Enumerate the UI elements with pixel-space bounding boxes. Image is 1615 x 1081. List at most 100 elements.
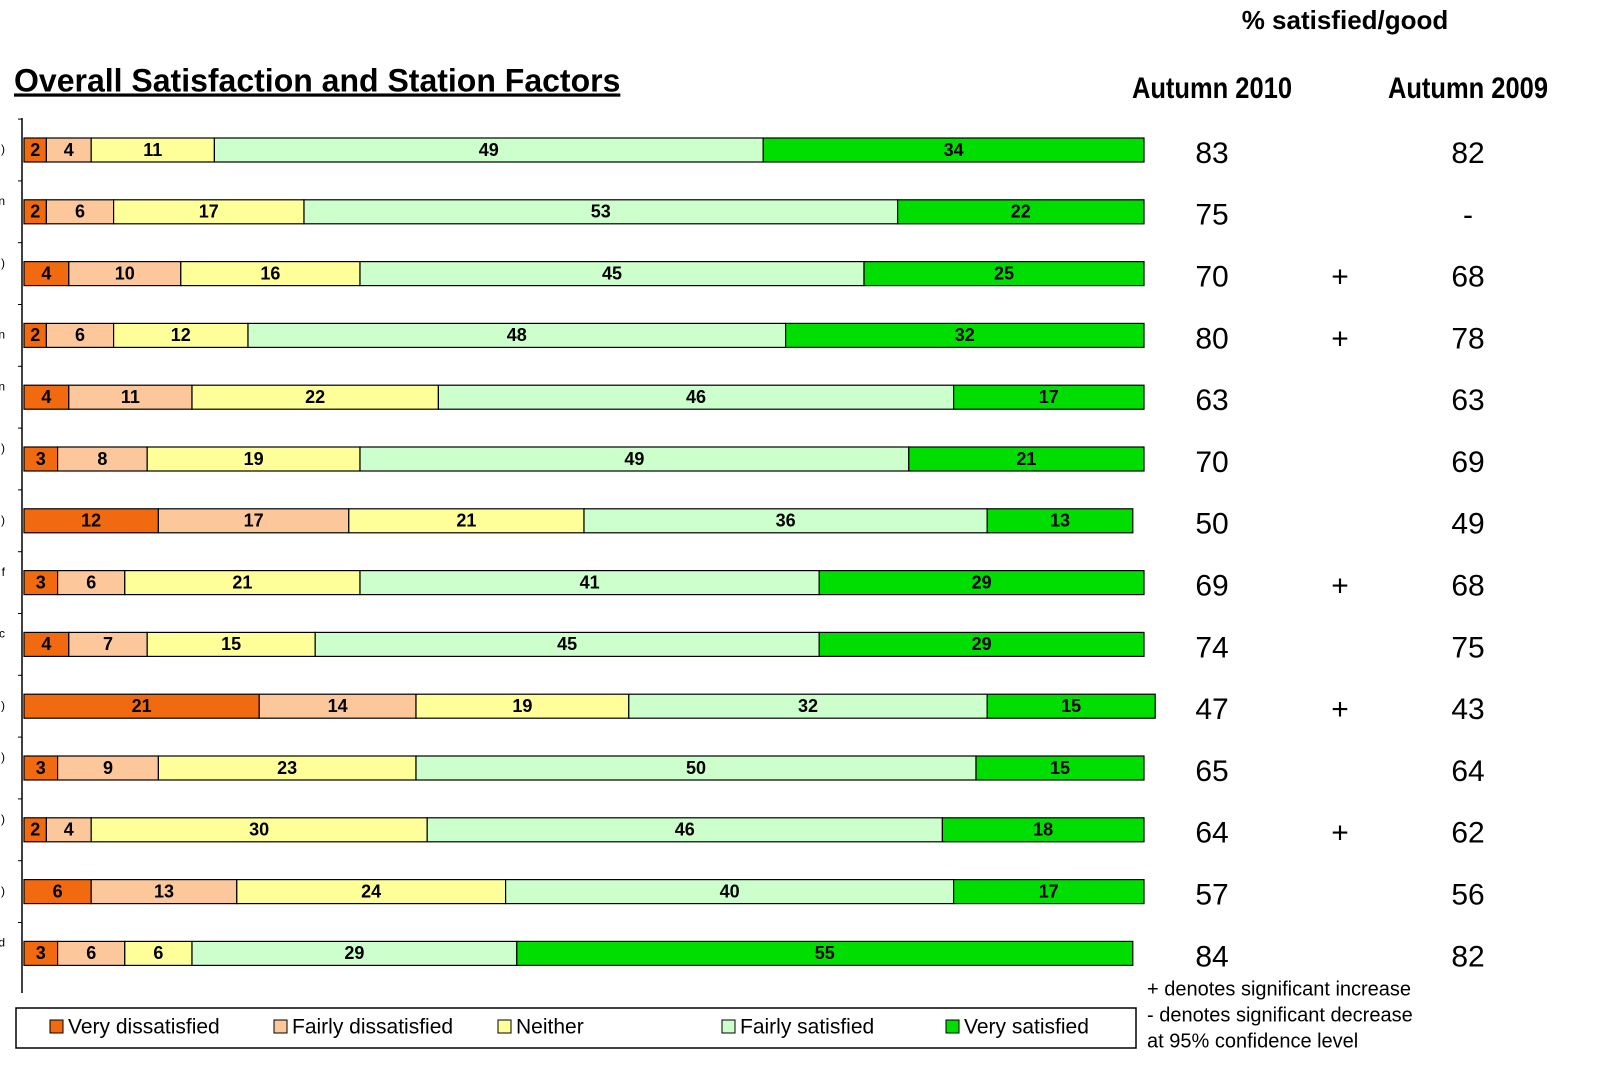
legend-swatch (49, 1019, 64, 1034)
data-label: 6 (86, 943, 96, 963)
data-label: 50 (686, 758, 706, 778)
bar-segment (23, 940, 59, 967)
data-label: 13 (154, 881, 174, 901)
y-tick-label: ) (1, 441, 5, 455)
bar-segment (112, 199, 305, 225)
y-tick-label: ) (1, 698, 5, 712)
data-label: 4 (41, 263, 51, 283)
bar-segment (23, 631, 70, 658)
table-cell: 74 (1195, 631, 1228, 664)
data-label: 17 (199, 202, 219, 222)
bar-segment (146, 446, 361, 472)
data-label: 19 (244, 449, 264, 469)
table-cell: 68 (1451, 261, 1484, 294)
bar-segment (863, 261, 1145, 287)
bar-segment (784, 322, 1145, 348)
data-label: 6 (86, 572, 96, 592)
data-label: 4 (41, 634, 51, 654)
data-label: 2 (30, 820, 40, 840)
data-label: 15 (1050, 758, 1070, 778)
table-cell: 68 (1451, 570, 1484, 603)
table-cell: 63 (1451, 384, 1484, 417)
table-cell: 49 (1451, 508, 1484, 541)
bar-segment (762, 137, 1145, 163)
significance-mark: + (1331, 261, 1349, 294)
y-tick-label: n (0, 379, 5, 393)
bar-segment (628, 693, 988, 719)
bar-segment (191, 384, 439, 410)
data-label: 46 (686, 387, 706, 407)
bar-segment (23, 261, 70, 287)
bar-segment (952, 878, 1145, 905)
bar-segment (236, 878, 507, 905)
table-cell: 65 (1195, 755, 1228, 788)
y-tick-label: ) (1, 256, 5, 270)
data-label: 34 (944, 140, 964, 160)
bar-segment (908, 446, 1145, 472)
bar-segment (583, 508, 988, 534)
bar-segment (986, 693, 1156, 719)
data-label: 45 (602, 263, 622, 283)
bar-segment (359, 446, 910, 472)
bar-segment (314, 631, 820, 658)
data-label: 55 (815, 943, 835, 963)
data-label: 15 (221, 634, 241, 654)
table-cell: 43 (1451, 693, 1484, 726)
legend-swatch (497, 1019, 512, 1034)
bar-segment (975, 755, 1145, 781)
bar-segment (90, 137, 215, 163)
data-label: 3 (36, 758, 46, 778)
significance-mark: + (1331, 570, 1349, 603)
note: + denotes significant increase (1147, 978, 1411, 1000)
chart-title: Overall Satisfaction and Station Factors (14, 62, 620, 98)
data-label: 11 (143, 140, 162, 160)
data-label: 8 (97, 449, 107, 469)
bar-segment (56, 755, 160, 781)
data-label: 6 (53, 881, 63, 901)
bar-segment (516, 940, 1134, 967)
data-label: 13 (1050, 511, 1070, 531)
data-label: 53 (591, 202, 611, 222)
data-label: 3 (36, 572, 46, 592)
y-tick-label: c (0, 627, 5, 641)
bar-segment (45, 817, 92, 843)
data-label: 4 (64, 140, 74, 160)
data-label: 21 (456, 511, 476, 531)
data-label: 6 (153, 943, 163, 963)
bar-segment (23, 878, 92, 905)
bar-segment (952, 384, 1145, 410)
data-label: 24 (361, 881, 381, 901)
table-cell: 70 (1195, 446, 1228, 479)
data-label: 18 (1033, 820, 1053, 840)
data-label: 4 (64, 820, 74, 840)
table-cell: 69 (1451, 446, 1484, 479)
data-label: 30 (249, 820, 269, 840)
table-cell: - (1463, 199, 1473, 232)
data-label: 12 (81, 511, 101, 531)
bar-segment (359, 261, 865, 287)
bar-segment (56, 569, 126, 596)
data-label: 4 (41, 387, 51, 407)
y-tick-label: ) (1, 750, 5, 764)
table-cell: 62 (1451, 817, 1484, 850)
table-cell: 57 (1195, 879, 1228, 912)
bar-segment (90, 817, 428, 843)
data-label: 3 (36, 449, 46, 469)
significance-mark: + (1331, 322, 1349, 355)
bar-segment (941, 817, 1145, 843)
bar-segment (986, 508, 1134, 534)
data-label: 19 (512, 696, 532, 716)
y-tick-label: ) (1, 513, 5, 527)
bar-segment (45, 322, 115, 348)
data-label: 29 (972, 634, 992, 654)
note: - denotes significant decrease (1147, 1004, 1413, 1026)
table-cell: 75 (1195, 199, 1228, 232)
data-label: 6 (75, 325, 85, 345)
y-tick-label: f (2, 565, 6, 579)
legend-swatch (273, 1019, 288, 1034)
data-label: 17 (1039, 387, 1059, 407)
table-cell: 47 (1195, 693, 1228, 726)
data-label: 32 (955, 325, 975, 345)
data-label: 48 (507, 325, 527, 345)
